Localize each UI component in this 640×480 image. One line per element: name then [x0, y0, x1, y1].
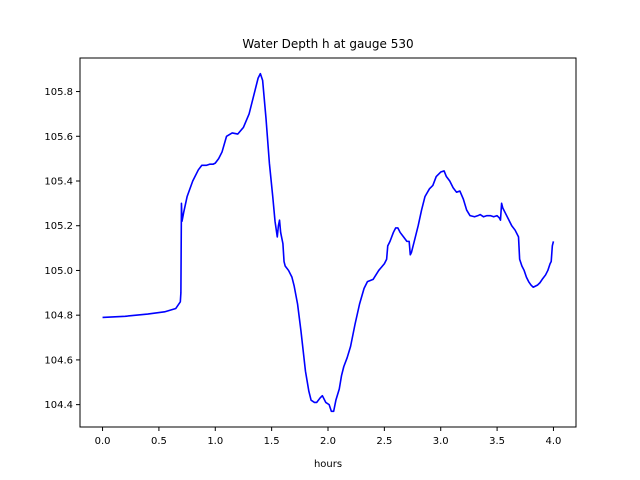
- y-axis: 104.4 104.6 104.8 105.0 105.2 105.4 105.6 105.8: [44, 87, 80, 411]
- series-line-0: [102, 72, 555, 413]
- x-tick-label: 0.0: [95, 436, 111, 447]
- x-axis: 0.0 0.5 1.0 1.5 2.0 2.5 3.0 3.5 4.0: [95, 427, 562, 447]
- x-tick-label: 2.0: [320, 436, 336, 447]
- x-tick-label: 4.0: [546, 436, 562, 447]
- x-tick-label: 0.5: [151, 436, 167, 447]
- x-tick-label: 1.5: [264, 436, 280, 447]
- x-tick-label: 3.0: [433, 436, 449, 447]
- y-tick-label: 105.4: [44, 177, 73, 188]
- y-tick-label: 105.2: [44, 221, 73, 232]
- y-tick-label: 105.0: [44, 266, 73, 277]
- y-tick-label: 104.4: [44, 400, 73, 411]
- y-tick-label: 105.6: [44, 132, 73, 143]
- x-tick-label: 3.5: [489, 436, 505, 447]
- y-tick-label: 105.8: [44, 87, 73, 98]
- y-tick-label: 104.8: [44, 311, 73, 322]
- plot-area: [102, 72, 555, 413]
- x-axis-label: hours: [314, 459, 342, 470]
- x-tick-label: 1.0: [207, 436, 223, 447]
- y-tick-label: 104.6: [44, 355, 73, 366]
- chart-title: Water Depth h at gauge 530: [242, 37, 413, 51]
- x-tick-label: 2.5: [376, 436, 392, 447]
